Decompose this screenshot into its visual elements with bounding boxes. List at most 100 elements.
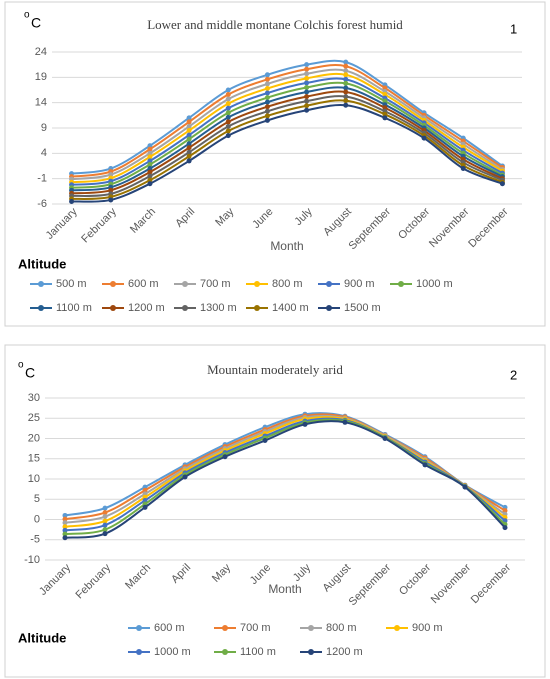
legend-label: 600 m [128,278,159,290]
series-line [64,420,506,539]
legend-label: 1100 m [240,646,276,658]
data-point [102,527,108,533]
legend-label: 700 m [200,278,231,290]
data-point [502,525,508,531]
y-unit-degree: o [24,10,30,21]
legend-marker [182,305,188,311]
data-point [225,105,231,111]
data-point [382,436,388,441]
data-point [304,75,310,81]
data-point [69,198,75,204]
data-point [186,119,192,125]
data-point [343,94,349,100]
data-point [422,462,428,468]
data-point [147,181,153,187]
data-point [382,98,388,104]
x-tick-label: May [213,205,237,229]
x-tick-label: February [79,205,119,245]
data-point [108,172,114,178]
data-point [304,94,310,100]
data-point [264,90,270,96]
data-point [382,105,388,111]
x-tick-label: April [169,562,193,586]
data-point [304,80,310,86]
x-tick-label: July [292,205,315,228]
data-point [186,123,192,129]
y-tick-label: 9 [41,122,47,134]
data-point [147,158,153,164]
data-point [262,438,268,444]
x-axis-title: Month [268,582,301,596]
data-point [62,516,68,522]
data-point [304,71,310,77]
data-point [343,89,349,95]
legend-label: 600 m [154,622,185,634]
data-point [102,531,108,537]
y-tick-label: 25 [28,412,40,424]
data-point [142,504,148,510]
series-line [64,413,506,521]
data-point [147,161,153,167]
data-point [142,487,148,493]
data-point [225,87,231,93]
x-tick-label: March [128,206,158,236]
legend-marker [38,281,44,287]
series-line [71,64,503,178]
data-point [225,123,231,129]
data-point [225,101,231,107]
legend-label: 1000 m [154,646,191,658]
data-point [499,181,505,187]
legend-label: 1100 m [56,302,92,314]
data-point [186,115,192,121]
x-tick-label: February [74,561,114,601]
series-line [71,72,503,184]
series-line [71,59,503,175]
data-point [186,153,192,159]
legend-label: 1200 m [326,646,363,658]
legend-marker [110,305,116,311]
x-tick-label: June [250,206,275,231]
data-point [62,524,68,530]
data-point [186,132,192,138]
data-point [186,128,192,134]
legend-label: 700 m [240,622,271,634]
series-line [64,418,506,536]
data-point [343,98,349,104]
data-point [304,84,310,90]
data-point [225,92,231,98]
legend-marker [110,281,116,287]
x-tick-label: November [429,561,474,606]
series-line [64,416,506,528]
legend-title: Altitude [18,630,66,645]
legend-marker [254,305,260,311]
x-tick-label: September [347,561,394,608]
y-tick-label: 24 [35,46,47,58]
legend-label: 900 m [344,278,375,290]
data-point [304,66,310,72]
x-tick-label: August [321,206,354,239]
data-point [304,107,310,113]
legend-label: 800 m [326,622,357,634]
data-point [225,114,231,120]
data-point [62,535,68,541]
y-unit: C [31,15,41,31]
y-unit: C [25,365,35,381]
data-point [304,98,310,104]
series-line [71,99,503,200]
data-point [186,136,192,142]
data-point [102,514,108,520]
data-point [462,484,468,490]
data-point [382,92,388,98]
data-point [421,135,427,141]
legend-label: 1500 m [344,302,381,314]
data-point [304,62,310,68]
data-point [62,512,68,518]
data-point [62,520,68,526]
x-tick-label: December [469,561,514,606]
x-tick-label: March [123,562,153,592]
y-unit-degree: o [18,360,24,371]
x-tick-label: May [210,561,234,585]
legend-marker [326,281,332,287]
